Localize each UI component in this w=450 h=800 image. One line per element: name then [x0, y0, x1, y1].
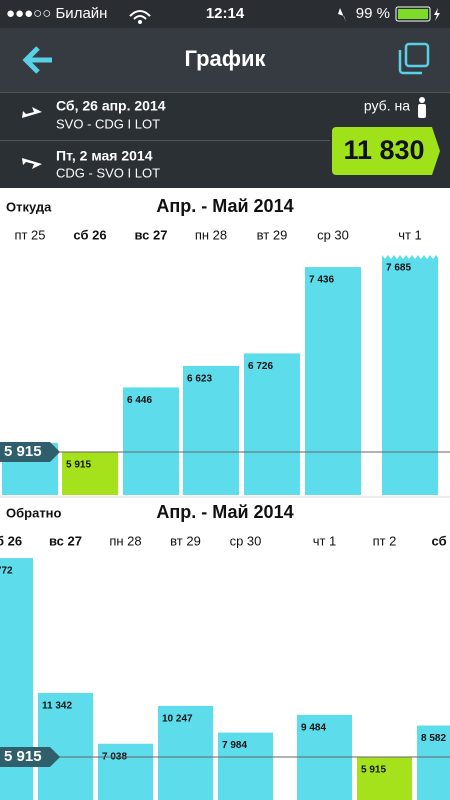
person-body: [418, 104, 426, 118]
bar: [417, 725, 450, 800]
nav-bar: [0, 28, 450, 92]
bar: [38, 692, 93, 800]
bar-value: 9 484: [301, 723, 326, 734]
day-label: вт 29: [170, 533, 201, 548]
person-icon: [418, 97, 426, 118]
battery-frame: [395, 6, 431, 22]
bar-value: 7 436: [309, 275, 334, 286]
bar: [382, 255, 438, 495]
plane-back-icon: [22, 158, 42, 169]
status-bar: [0, 0, 450, 28]
bar: [357, 757, 412, 800]
bar-value: 6 623: [187, 374, 212, 385]
day-label: пт 2: [373, 533, 397, 548]
bar-value: 6 726: [248, 361, 273, 372]
price-value: 11 830: [343, 135, 424, 165]
flight-date: Пт, 2 мая 2014: [56, 148, 153, 164]
bar-value: 5 915: [66, 460, 91, 471]
wifi-dot: [138, 20, 142, 24]
chart-title: Апр. - Май 2014: [156, 502, 293, 522]
flight-route: SVO - CDG I LOT: [56, 116, 160, 131]
bar: [183, 365, 239, 495]
day-label: сб 26: [0, 533, 22, 548]
nav-title: График: [184, 46, 266, 71]
flight-date: Сб, 26 апр. 2014: [56, 98, 166, 114]
bar-value: 7 685: [386, 263, 411, 274]
bar-value: 6 446: [127, 395, 152, 406]
day-label: вс 27: [49, 533, 82, 548]
day-label: вт 29: [257, 227, 288, 242]
day-label: сб 3: [432, 533, 450, 548]
price-box[interactable]: [332, 127, 440, 175]
reference-tag: [0, 442, 60, 462]
bars: [2, 255, 438, 495]
bar: [244, 353, 300, 495]
charging-icon: [434, 8, 440, 21]
bar: [158, 705, 213, 800]
bar: [62, 452, 118, 495]
chart-label: Откуда: [6, 199, 52, 214]
chart-title: Апр. - Май 2014: [156, 196, 293, 216]
bar-cut: [382, 253, 442, 259]
bar-value: 10 247: [162, 714, 193, 725]
day-label: пн 28: [195, 227, 227, 242]
share-back: [398, 50, 422, 75]
price-label: руб. на: [364, 98, 410, 114]
plane-out-icon: [22, 107, 42, 118]
battery-level: [398, 9, 428, 19]
wifi-icon: [129, 10, 151, 20]
bar-value: 11 342: [42, 701, 72, 712]
day-label: сб 26: [73, 227, 106, 242]
bar: [218, 732, 273, 800]
day-label: вс 27: [135, 227, 168, 242]
bar-value: 8 582: [421, 733, 446, 744]
bars: [0, 558, 450, 800]
bar: [123, 387, 179, 495]
bar-value: 5 915: [361, 765, 386, 776]
reference-label: 5 915: [4, 748, 42, 765]
bar-value: 22 772: [0, 566, 13, 577]
share-front: [404, 42, 430, 68]
person-head: [419, 97, 425, 103]
day-label: ср 30: [230, 533, 262, 548]
day-label: чт 1: [313, 533, 337, 548]
day-label: ср 30: [317, 227, 349, 242]
battery-text: 99 %: [356, 5, 390, 22]
bar: [98, 743, 153, 800]
time: 12:14: [206, 5, 245, 22]
day-label: пт 25: [14, 227, 45, 242]
flight-route: CDG - SVO I LOT: [56, 165, 160, 180]
reference-tag: [0, 747, 60, 767]
reference-label: 5 915: [4, 443, 42, 460]
carrier: ●●●○○ Билайн: [6, 5, 107, 22]
share-button[interactable]: [398, 42, 430, 75]
day-label: чт 1: [398, 227, 422, 242]
back-button[interactable]: [22, 46, 52, 74]
bar: [305, 267, 361, 495]
day-label: пн 28: [109, 533, 141, 548]
bar-value: 7 984: [222, 740, 247, 751]
chart-label: Обратно: [6, 505, 62, 520]
location-icon: [338, 8, 346, 22]
